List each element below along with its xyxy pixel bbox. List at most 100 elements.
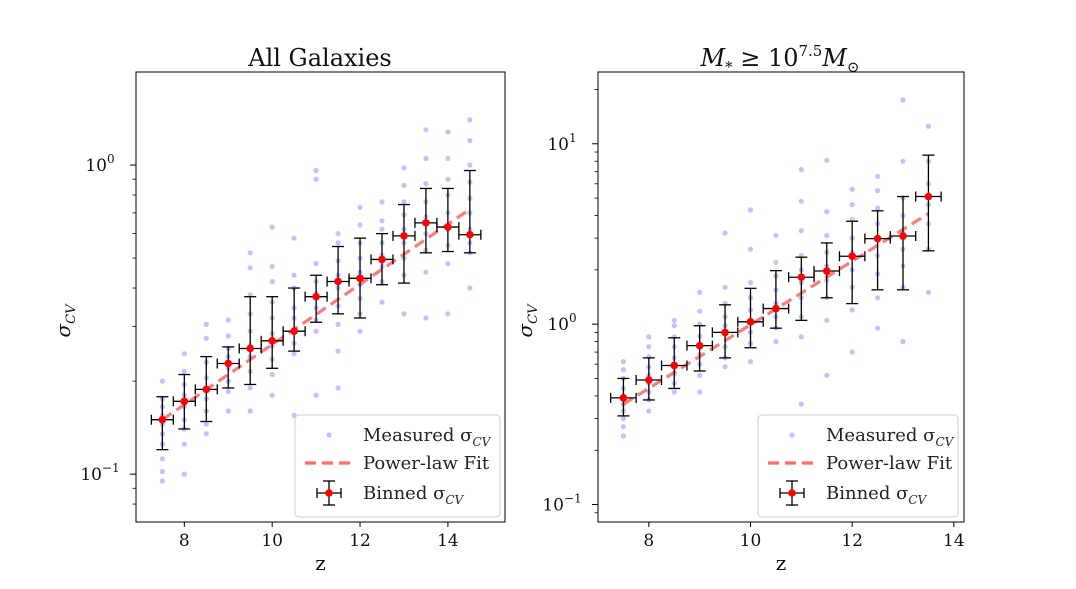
left-legend-binned-dot: [325, 489, 333, 497]
right-measured-point: [900, 158, 906, 164]
left-measured-point: [445, 155, 451, 162]
right-y-tick-label: 101: [547, 131, 576, 155]
left-chart-title: All Galaxies: [247, 44, 392, 72]
right-measured-point: [697, 389, 703, 395]
right-measured-point: [849, 307, 855, 313]
right-x-axis-label: z: [776, 551, 787, 575]
left-x-axis-label: z: [315, 551, 326, 575]
right-measured-point: [798, 166, 804, 173]
left-measured-point: [291, 235, 297, 241]
left-measured-point: [423, 127, 429, 133]
left-measured-point: [247, 385, 253, 391]
right-measured-point: [646, 408, 652, 414]
left-power-law-fit-line: [161, 207, 471, 422]
left-x-tick-label: 14: [437, 531, 459, 551]
right-legend-measured-marker: [789, 432, 795, 438]
left-binned-point: [422, 219, 430, 227]
left-binned-point: [224, 359, 233, 368]
left-x-tick-label: 8: [179, 531, 190, 551]
left-measured-point: [269, 278, 275, 285]
left-measured-point: [379, 226, 385, 232]
left-measured-point: [445, 176, 451, 182]
right-measured-point: [722, 284, 728, 290]
left-measured-point: [159, 478, 165, 484]
left-binned-point: [158, 415, 167, 424]
left-measured-point: [203, 335, 209, 341]
right-measured-point: [620, 433, 627, 439]
left-binned-point: [312, 292, 320, 301]
right-binned-point: [797, 273, 806, 282]
left-measured-point: [379, 199, 385, 205]
left-measured-point: [203, 321, 209, 327]
right-measured-point: [747, 207, 754, 213]
right-title-sun: ⊙: [847, 58, 860, 76]
right-measured-point: [671, 323, 677, 329]
right-binned-point: [848, 252, 856, 261]
right-measured-point: [900, 97, 906, 103]
left-measured-point: [225, 317, 231, 323]
right-measured-point: [773, 339, 779, 345]
left-binned-point: [466, 230, 474, 239]
left-binned-point: [202, 385, 211, 394]
right-measured-point: [824, 232, 830, 239]
right-measured-point: [620, 367, 627, 373]
left-measured-point: [181, 368, 187, 374]
left-measured-point: [203, 431, 209, 437]
right-binned-point: [721, 328, 729, 337]
left-measured-point: [401, 165, 407, 171]
left-y-tick-label: 100: [85, 152, 114, 176]
right-binned-point: [670, 361, 679, 370]
left-x-tick-label: 10: [261, 531, 283, 551]
right-measured-point: [875, 325, 881, 331]
right-measured-point: [671, 389, 677, 395]
right-measured-point: [646, 334, 652, 340]
left-measured-point: [467, 117, 473, 123]
left-measured-point: [335, 321, 341, 327]
left-binned-point: [268, 336, 276, 345]
left-legend-label: Measured σCV: [363, 425, 492, 449]
left-measured-point: [159, 468, 165, 475]
left-measured-point: [181, 441, 187, 447]
right-title-m: M: [700, 44, 727, 72]
right-y-tick-label: 10−1: [542, 492, 581, 516]
left-binned-point: [246, 344, 255, 353]
right-plot-area: 8 10 12 14 10−1 100 101 z σCV Measured σCV Power-l…: [513, 71, 965, 575]
left-measured-point: [313, 261, 319, 267]
right-measured-point: [620, 359, 627, 365]
left-measured-point: [247, 250, 253, 256]
right-binned-point: [822, 267, 831, 275]
left-measured-point: [181, 471, 187, 477]
left-chart-panel: All Galaxies 8 10 12 14 10−1 100 z σCV Measured …: [51, 44, 506, 575]
left-measured-point: [423, 181, 429, 187]
left-measured-point: [335, 385, 341, 391]
right-x-tick-label: 8: [643, 531, 654, 551]
right-measured-point: [824, 372, 830, 378]
right-measured-point: [773, 259, 779, 265]
left-measured-point: [225, 408, 231, 414]
right-legend: Measured σCV Power-law Fit Binned σCV: [757, 414, 959, 518]
right-binned-point: [619, 394, 628, 402]
left-legend-box: [294, 414, 501, 518]
left-measured-point: [357, 204, 363, 210]
right-measured-point: [620, 415, 627, 422]
right-binned-point: [772, 304, 780, 313]
left-measured-point: [291, 351, 297, 357]
left-legend-label: Binned σCV: [363, 483, 465, 507]
right-measured-point: [824, 157, 830, 163]
right-legend-binned-dot: [788, 489, 796, 497]
left-binned-point: [378, 255, 386, 264]
right-measured-point: [671, 317, 677, 323]
left-measured-point: [379, 218, 385, 224]
right-measured-point: [697, 289, 703, 295]
left-measured-point: [313, 176, 319, 182]
left-measured-point: [225, 333, 231, 339]
left-measured-point: [467, 162, 473, 168]
right-binned-points: [610, 154, 942, 417]
left-measured-point: [159, 456, 165, 462]
left-measured-point: [445, 261, 451, 267]
right-measured-point: [849, 186, 855, 192]
right-measured-point: [747, 246, 754, 252]
right-measured-points: [620, 97, 932, 439]
right-measured-point: [697, 372, 703, 378]
